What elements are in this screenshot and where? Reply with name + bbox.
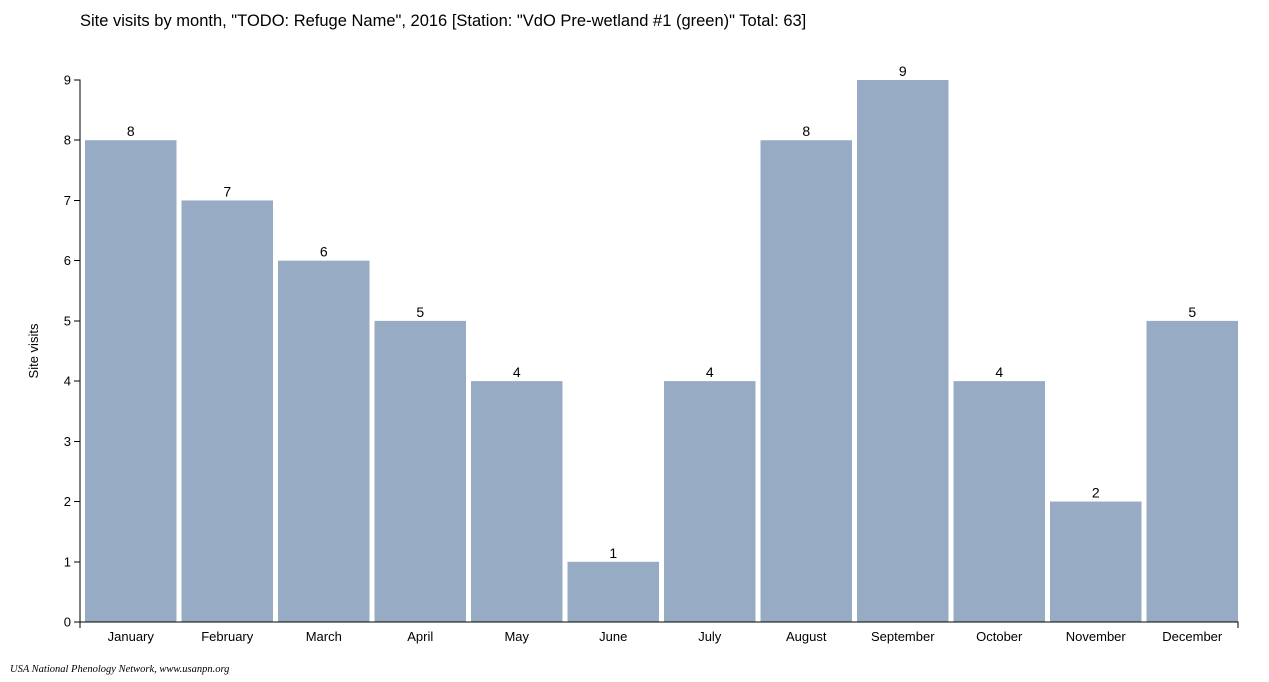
bars-layer bbox=[85, 80, 1238, 622]
y-axis-line bbox=[74, 79, 81, 623]
bar-value-label-august: 8 bbox=[802, 123, 810, 139]
bar-value-label-march: 6 bbox=[320, 244, 328, 260]
chart-title: Site visits by month, "TODO: Refuge Name… bbox=[80, 12, 806, 30]
x-tick-label-december: December bbox=[1162, 629, 1223, 644]
x-tick-label-march: March bbox=[306, 629, 342, 644]
y-tick-label-1: 1 bbox=[64, 554, 71, 569]
bar-february bbox=[181, 200, 273, 622]
bar-value-label-november: 2 bbox=[1092, 485, 1100, 501]
bar-november bbox=[1050, 501, 1142, 622]
bar-july bbox=[664, 381, 756, 622]
x-tick-label-october: October bbox=[976, 629, 1023, 644]
x-tick-label-august: August bbox=[786, 629, 827, 644]
footer-credit: USA National Phenology Network, www.usan… bbox=[10, 664, 229, 675]
bar-value-label-july: 4 bbox=[706, 364, 714, 380]
x-tick-label-february: February bbox=[201, 629, 254, 644]
bar-value-label-december: 5 bbox=[1188, 304, 1196, 320]
y-tick-label-2: 2 bbox=[64, 494, 71, 509]
y-tick-label-0: 0 bbox=[64, 615, 71, 630]
x-tick-label-april: April bbox=[407, 629, 433, 644]
bar-august bbox=[760, 140, 852, 622]
bar-june bbox=[567, 561, 659, 622]
bar-value-label-september: 9 bbox=[899, 63, 907, 79]
x-tick-label-june: June bbox=[599, 629, 627, 644]
y-tick-label-5: 5 bbox=[64, 313, 71, 328]
y-axis-label: Site visits bbox=[26, 323, 41, 378]
bar-april bbox=[374, 320, 466, 622]
bar-may bbox=[471, 381, 563, 622]
x-axis: January February March April May June July Augu… bbox=[79, 621, 1239, 644]
y-tick-label-3: 3 bbox=[64, 434, 71, 449]
bar-value-label-february: 7 bbox=[223, 183, 231, 199]
y-tick-label-8: 8 bbox=[64, 133, 71, 148]
x-tick-label-september: September bbox=[871, 629, 935, 644]
x-tick-label-november: November bbox=[1066, 629, 1127, 644]
bar-january bbox=[85, 140, 177, 622]
bar-value-label-january: 8 bbox=[127, 123, 135, 139]
y-tick-label-6: 6 bbox=[64, 253, 71, 268]
x-tick-label-may: May bbox=[504, 629, 529, 644]
bar-march bbox=[278, 260, 370, 622]
bar-value-label-may: 4 bbox=[513, 364, 521, 380]
bar-value-label-june: 1 bbox=[609, 545, 617, 561]
x-tick-label-july: July bbox=[698, 629, 722, 644]
bar-september bbox=[857, 80, 949, 622]
bar-labels-layer: 8 7 6 5 4 1 4 8 9 4 2 5 bbox=[127, 63, 1197, 561]
bar-value-label-april: 5 bbox=[416, 304, 424, 320]
bar-october bbox=[953, 381, 1045, 622]
y-tick-label-4: 4 bbox=[64, 374, 71, 389]
bar-december bbox=[1146, 320, 1238, 622]
x-axis-line bbox=[79, 621, 1239, 628]
y-axis: 0 1 2 3 4 5 6 7 8 9 bbox=[64, 73, 81, 630]
y-tick-label-7: 7 bbox=[64, 193, 71, 208]
x-tick-label-january: January bbox=[108, 629, 155, 644]
y-tick-label-9: 9 bbox=[64, 73, 71, 88]
bar-value-label-october: 4 bbox=[995, 364, 1003, 380]
